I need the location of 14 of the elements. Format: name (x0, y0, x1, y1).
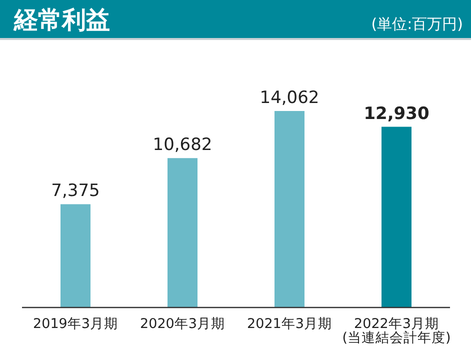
x-tick-label: 2021年3月期 (247, 316, 332, 332)
x-tick-label: 2019年3月期 (33, 316, 118, 332)
data-label: 14,062 (260, 88, 320, 108)
text: (単位:百万円) (371, 15, 463, 33)
x-tick-label: 2022年3月期 (当連結会計年度) (342, 316, 451, 346)
bar (274, 111, 304, 307)
bar (168, 158, 198, 307)
chart-title: 経常利益 (13, 6, 110, 34)
x-tick-label: 2020年3月期 (140, 316, 225, 332)
data-label: 12,930 (364, 104, 430, 124)
bar (382, 126, 412, 307)
bar (60, 204, 90, 307)
data-label: 10,682 (152, 135, 212, 156)
data-label: 7,375 (51, 181, 100, 202)
